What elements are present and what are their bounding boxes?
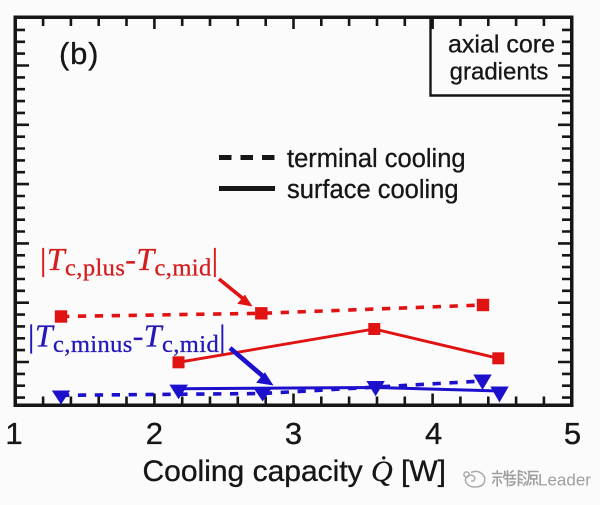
svg-text:gradients: gradients: [450, 59, 549, 86]
svg-text:Cooling capacity Q̇ [W]: Cooling capacity Q̇ [W]: [143, 455, 446, 488]
svg-text:1: 1: [5, 416, 22, 451]
svg-text:surface cooling: surface cooling: [287, 176, 459, 204]
svg-text:3: 3: [285, 416, 302, 451]
svg-text:terminal cooling: terminal cooling: [287, 145, 466, 173]
svg-text:Leader: Leader: [538, 471, 591, 490]
svg-text:|Tc,plus-Tc,mid|: |Tc,plus-Tc,mid|: [40, 241, 218, 282]
svg-text:4: 4: [425, 416, 442, 451]
svg-text:axial core: axial core: [448, 31, 555, 59]
svg-text:5: 5: [564, 416, 581, 451]
svg-text:|Tc,minus-Tc,mid|: |Tc,minus-Tc,mid|: [28, 318, 226, 359]
svg-text:(b): (b): [59, 36, 99, 71]
svg-text:2: 2: [146, 416, 163, 451]
